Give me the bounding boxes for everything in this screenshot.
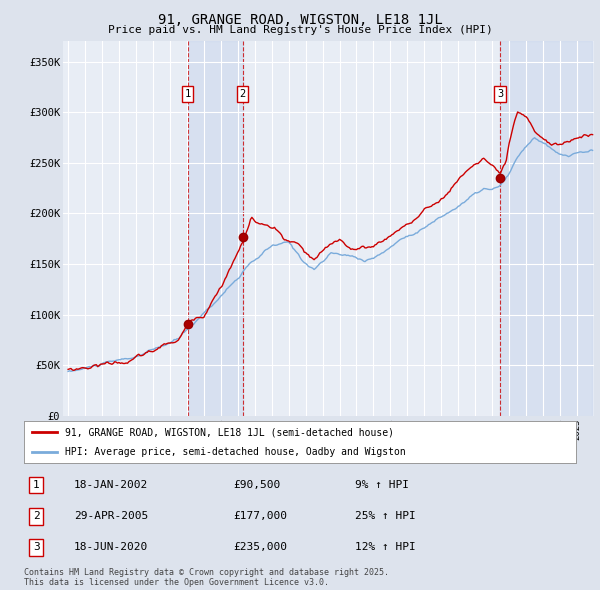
Text: 18-JAN-2002: 18-JAN-2002 — [74, 480, 148, 490]
Text: 2: 2 — [33, 512, 40, 521]
Text: £177,000: £177,000 — [234, 512, 288, 521]
Bar — [500, 41, 592, 416]
Text: 2: 2 — [239, 89, 246, 99]
Text: 29-APR-2005: 29-APR-2005 — [74, 512, 148, 521]
Text: 25% ↑ HPI: 25% ↑ HPI — [355, 512, 416, 521]
Text: 3: 3 — [497, 89, 503, 99]
Text: Price paid vs. HM Land Registry's House Price Index (HPI): Price paid vs. HM Land Registry's House … — [107, 25, 493, 35]
Text: 1: 1 — [184, 89, 191, 99]
Text: 3: 3 — [33, 542, 40, 552]
Text: £235,000: £235,000 — [234, 542, 288, 552]
Text: £90,500: £90,500 — [234, 480, 281, 490]
Text: HPI: Average price, semi-detached house, Oadby and Wigston: HPI: Average price, semi-detached house,… — [65, 447, 406, 457]
Text: 91, GRANGE ROAD, WIGSTON, LE18 1JL: 91, GRANGE ROAD, WIGSTON, LE18 1JL — [158, 13, 442, 27]
Bar — [188, 41, 242, 416]
Text: 9% ↑ HPI: 9% ↑ HPI — [355, 480, 409, 490]
Text: Contains HM Land Registry data © Crown copyright and database right 2025.
This d: Contains HM Land Registry data © Crown c… — [24, 568, 389, 587]
Text: 18-JUN-2020: 18-JUN-2020 — [74, 542, 148, 552]
Text: 12% ↑ HPI: 12% ↑ HPI — [355, 542, 416, 552]
Text: 1: 1 — [33, 480, 40, 490]
Text: 91, GRANGE ROAD, WIGSTON, LE18 1JL (semi-detached house): 91, GRANGE ROAD, WIGSTON, LE18 1JL (semi… — [65, 427, 394, 437]
